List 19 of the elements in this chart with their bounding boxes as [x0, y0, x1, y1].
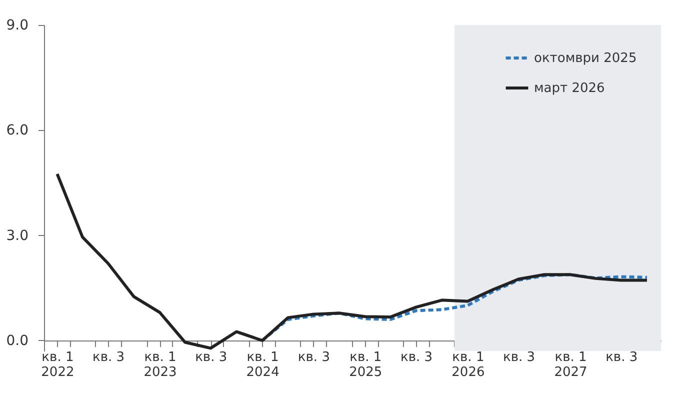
x-tick-label: кв. 1 2022: [41, 350, 74, 380]
y-tick-label: 9.0: [6, 18, 28, 34]
legend-label: октомври 2025: [534, 51, 637, 66]
x-tick-label: кв. 3: [503, 350, 536, 365]
x-tick-label: кв. 1 2026: [452, 350, 485, 380]
x-tick-label: кв. 3: [92, 350, 125, 365]
x-tick-label: кв. 1 2024: [246, 350, 280, 380]
x-tick-label: кв. 3: [606, 350, 638, 365]
legend-label: март 2026: [534, 81, 605, 96]
y-tick-label: 0.0: [6, 332, 28, 349]
x-tick-label: кв. 1 2027: [554, 350, 588, 380]
x-tick-label: кв. 3: [400, 350, 433, 365]
x-tick-label: кв. 1 2023: [144, 350, 177, 380]
y-tick-label: 3.0: [6, 228, 28, 244]
line-series: [56, 172, 648, 350]
x-tick-label: кв. 3: [195, 350, 228, 365]
x-tick-label: кв. 3: [298, 350, 330, 365]
x-tick-label: кв. 1 2025: [349, 350, 382, 380]
y-tick-label: 6.0: [6, 122, 28, 139]
